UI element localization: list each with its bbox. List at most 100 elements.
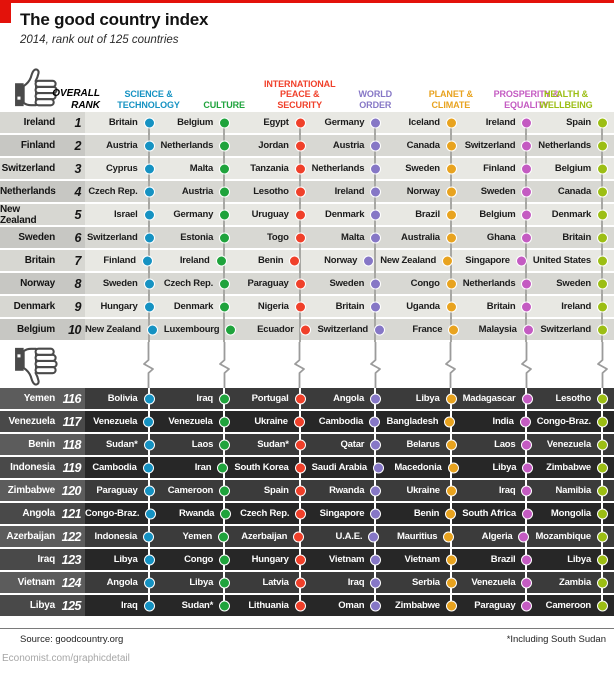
rank-dot [596,255,608,266]
rank-dot [143,531,155,542]
category-country-label: Cambodia [92,462,137,473]
rank-dot [521,485,533,496]
category-country-label: Denmark [173,301,214,312]
rank-dot [219,577,231,588]
category-country-label: Sudan* [257,439,289,450]
rank-number: 117 [62,414,82,429]
category-cell: Angola [311,388,388,409]
category-country-label: Ecuador [257,324,294,335]
category-cell: Netherlands [462,273,539,294]
category-country-label: Sweden [405,163,440,174]
rank-dot [295,508,307,519]
rank-dot [445,140,457,151]
overall-country-label: Zimbabwe [7,485,55,496]
category-cell: Benin [232,250,307,271]
rank-dot [597,600,609,611]
category-country-label: Angola [333,393,365,404]
rank-dot [443,531,455,542]
category-cell: Ecuador [242,319,317,340]
rank-dot [370,140,382,151]
rank-dot [143,301,155,312]
category-cell: Sudan* [236,434,312,455]
rank-dot [521,117,533,128]
category-country-label: Cambodia [318,416,364,427]
category-cell: Egypt [236,112,312,133]
rank-dot [445,577,457,588]
category-country-label: Latvia [262,577,289,588]
category-cell: Switzerland [316,319,392,340]
rank-dot [445,439,457,450]
rank-dot [370,577,382,588]
rank-dot [445,508,457,519]
category-cell: Austria [85,135,161,156]
overall-rank-cell: Switzerland 3 [0,158,85,179]
category-cell: Paraguay [85,480,161,501]
axis-break-icon [444,342,457,388]
rank-dot [289,255,301,266]
rank-dot [219,485,231,496]
rank-dot [445,393,457,404]
axis-break-icon [218,342,231,388]
category-country-label: Iceland [408,117,441,128]
category-country-label: Britain [486,301,516,312]
table-row: Netherlands 4 Czech Rep. Austria Lesotho Irel… [0,181,614,202]
rank-number: 2 [74,138,82,153]
rank-dot [294,232,306,243]
rank-dot [143,393,155,404]
rank-dot [370,209,382,220]
axis-break-icon [293,342,306,388]
table-row: Denmark 9 Hungary Denmark Nigeria Britain Ugan… [0,296,614,317]
category-country-label: Namibia [555,485,592,496]
category-country-label: Sweden [556,278,591,289]
axis-break-icon [596,342,609,388]
category-cell: Libya [464,457,540,478]
category-cell: Mongolia [539,503,614,524]
category-country-label: Britain [335,301,365,312]
column-connector-line [298,388,301,606]
category-country-label: Sudan* [106,439,138,450]
category-cell: Portugal [236,388,312,409]
category-country-label: Switzerland [464,140,516,151]
column-connector-line [525,388,528,606]
rank-dot [597,301,609,312]
rank-dot [219,393,231,404]
category-cell: Sweden [85,273,161,294]
rank-number: 124 [61,575,82,590]
rank-dot [294,554,306,565]
category-cell: Denmark [311,204,388,225]
category-country-label: Iraq [196,393,214,404]
overall-rank-cell: Vietnam 124 [0,572,85,593]
column-header: PROSPERITY & EQUALITY [493,89,560,111]
category-cell: Britain [538,227,614,248]
category-country-label: Laos [191,439,214,450]
table-row: Benin 118 Sudan* Laos Sudan* Qatar Belarus Laos… [0,434,614,455]
rank-dot [444,416,456,427]
category-cell: Iraq [311,572,388,593]
rank-dot [143,485,155,496]
rank-dot [522,508,534,519]
category-cell: Libya [538,549,614,570]
rank-dot [445,600,457,611]
category-country-label: Israel [113,209,138,220]
category-cell: Sweden [387,158,463,179]
column-connector-line [374,388,377,606]
overall-rank-cell: Zimbabwe 120 [0,480,85,501]
rank-dot [220,508,232,519]
category-cell: Cyprus [85,158,161,179]
category-country-label: Netherlands [311,163,365,174]
overall-country-label: Switzerland [1,163,56,174]
rank-dot [372,462,384,473]
category-country-label: Norway [406,186,440,197]
category-country-label: Paraguay [96,485,138,496]
category-country-label: Paraguay [247,278,289,289]
category-cell: Estonia [160,227,237,248]
category-country-label: Nigeria [257,301,289,312]
category-cell: Paraguay [462,595,539,616]
rank-number: 120 [61,483,82,498]
rank-dot [368,531,380,542]
column-connector-line [601,388,603,606]
rank-number: 118 [62,437,82,452]
category-country-label: Malaysia [478,324,517,335]
table-row: Azerbaijan 122 Indonesia Yemen Azerbaijan U.A… [0,526,614,547]
rank-dot [521,278,533,289]
